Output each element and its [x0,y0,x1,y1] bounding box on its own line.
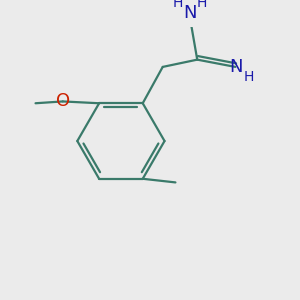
Text: H: H [244,70,254,84]
Text: N: N [183,4,197,22]
Text: H: H [196,0,207,10]
Text: N: N [230,58,243,76]
Text: H: H [173,0,183,10]
Text: O: O [56,92,70,110]
